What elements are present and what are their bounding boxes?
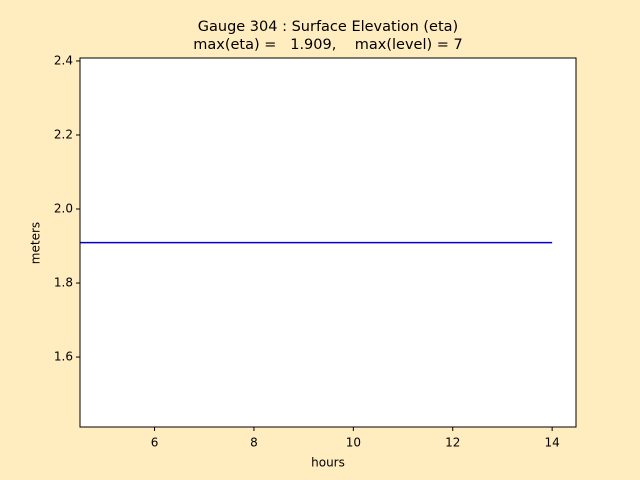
x-tick-label: 8 (250, 436, 258, 450)
y-tick-label: 1.8 (54, 276, 73, 290)
y-tick-label: 2.2 (54, 127, 73, 141)
y-tick-label: 2.4 (54, 53, 73, 67)
x-tick-label: 6 (151, 436, 159, 450)
y-tick-label: 1.6 (54, 350, 73, 364)
chart-title: Gauge 304 : Surface Elevation (eta) (198, 19, 458, 35)
x-tick-label: 12 (445, 436, 460, 450)
chart-subtitle: max(eta) = 1.909, max(level) = 7 (193, 37, 463, 53)
x-tick-label: 14 (545, 436, 560, 450)
y-tick-label: 2.0 (54, 202, 73, 216)
x-axis-label: hours (311, 456, 345, 470)
y-axis-label: meters (29, 222, 43, 264)
plot-frame (79, 57, 577, 428)
x-tick-label: 10 (346, 436, 361, 450)
